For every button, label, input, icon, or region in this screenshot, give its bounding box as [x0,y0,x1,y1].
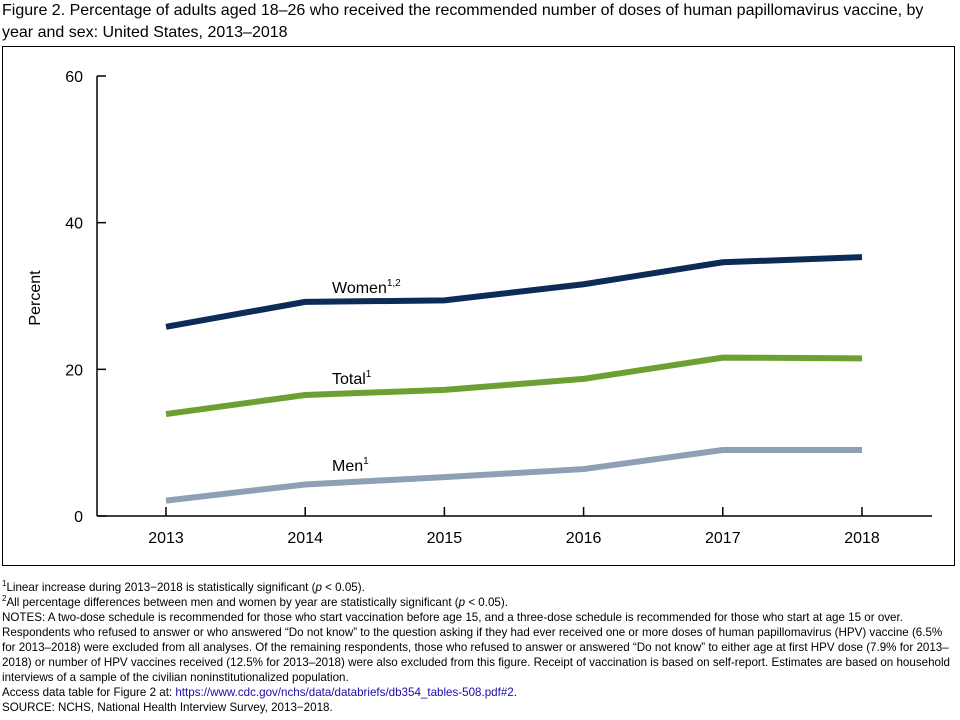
figure-title: Figure 2. Percentage of adults aged 18–2… [2,2,924,41]
footnote-1-p: p [315,581,322,594]
footnote-2-marker: 2 [2,594,7,604]
series-line-men [165,447,862,504]
series-line-women [165,254,863,330]
x-tick-label: 2016 [566,530,602,547]
footnote-2-end: < 0.05). [465,596,508,609]
y-tick-label: 20 [65,362,83,379]
footnote-2-text: All percentage differences between men a… [6,596,459,609]
source-line: SOURCE: NCHS, National Health Interview … [2,701,333,714]
x-tick-label: 2013 [148,530,184,547]
chart-frame [2,46,955,566]
notes-paragraph: NOTES: A two-dose schedule is recommende… [2,611,950,684]
line-chart: 0 20 40 60 2013 2014 2015 2016 2017 2018 Percent Wo… [27,69,932,547]
x-tick-label: 2015 [427,530,463,547]
x-tick-label: 2018 [844,530,880,547]
series-line-total [165,354,863,418]
y-axis-label: Percent [27,270,44,326]
y-tick-label: 40 [65,216,83,233]
y-tick-label: 0 [74,509,83,526]
footnote-1-end: < 0.05). [321,581,365,594]
y-tick-label: 60 [65,69,83,86]
access-line: Access data table for Figure 2 at: https… [2,685,958,700]
footnote-2-p: p [458,596,466,609]
data-table-link[interactable]: https://www.cdc.gov/nchs/data/databriefs… [175,686,514,699]
footnote-1-text: Linear increase during 2013−2018 is stat… [6,581,316,594]
footnote-2: 2All percentage differences between men … [2,595,958,610]
access-end: . [513,686,517,699]
access-text: Access data table for Figure 2 at: [2,686,176,699]
x-tick-label: 2017 [705,530,741,547]
x-tick-label: 2014 [287,530,323,547]
series-label-women: Women1,2 [332,278,401,297]
figure-notes: 1Linear increase during 2013−2018 is sta… [2,580,958,715]
series-label-men: Men1 [332,456,369,475]
footnote-1-marker: 1 [2,579,7,589]
footnote-1: 1Linear increase during 2013−2018 is sta… [2,580,958,595]
series-label-total: Total1 [332,369,372,388]
